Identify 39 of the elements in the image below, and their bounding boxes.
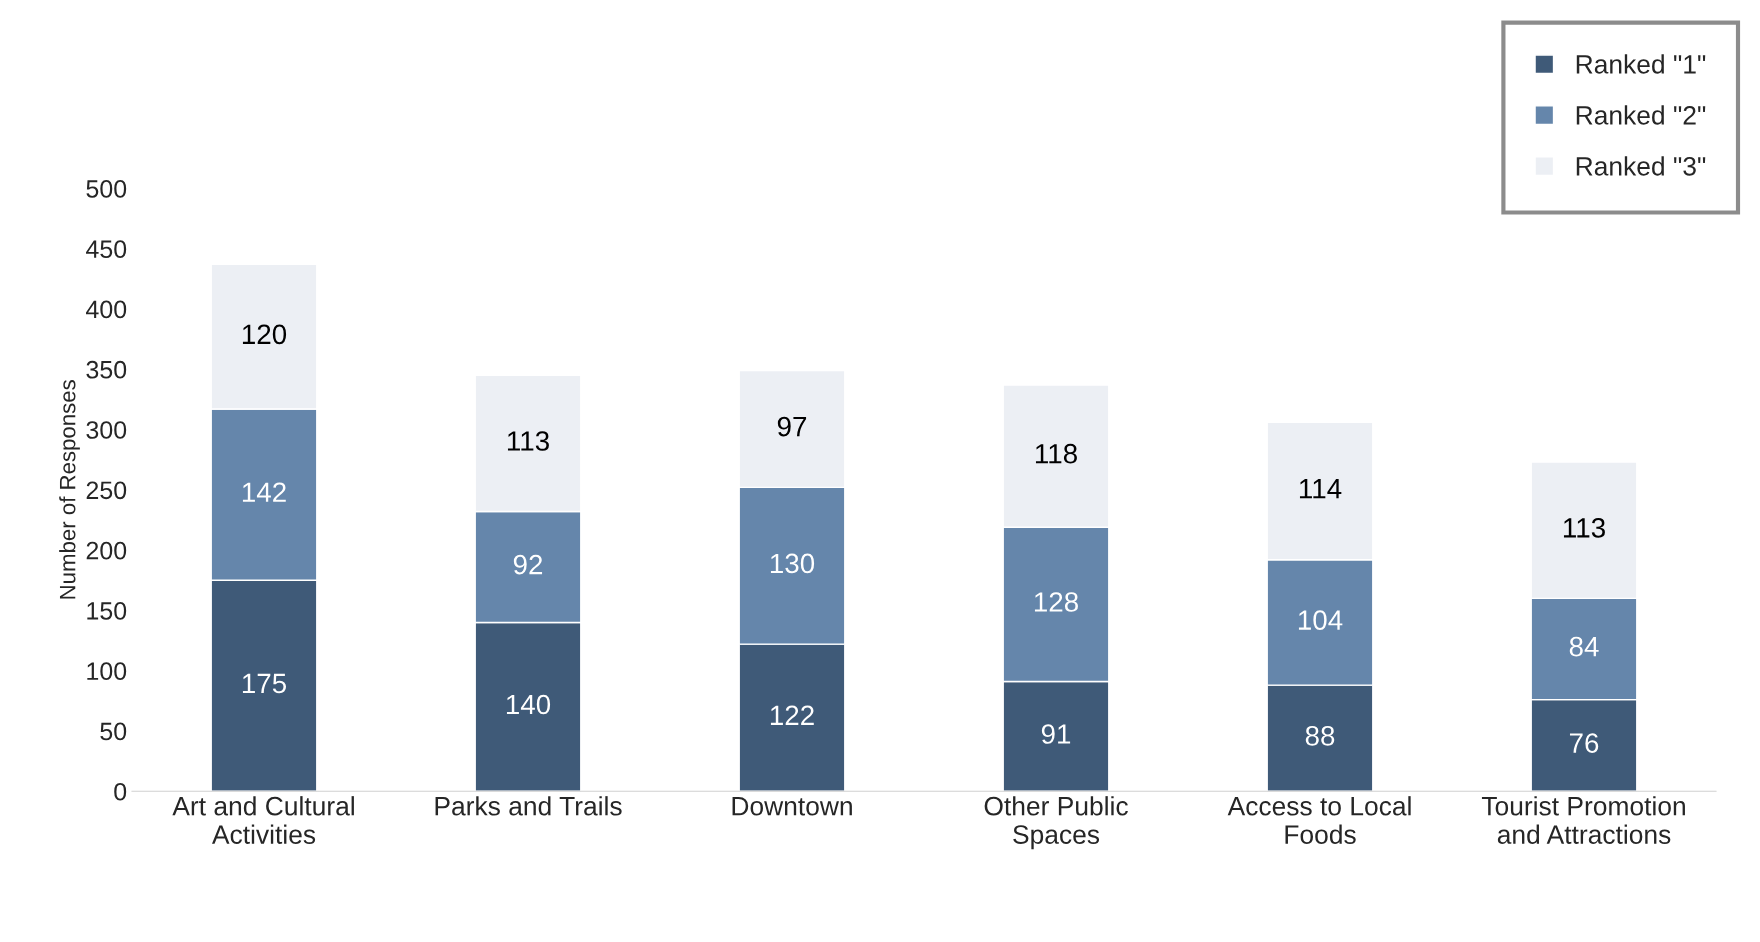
y-tick-label: 450 bbox=[86, 240, 127, 258]
y-tick-label: 0 bbox=[114, 782, 127, 801]
legend-label: Ranked "3" bbox=[1576, 156, 1706, 176]
y-tick-label: 400 bbox=[86, 300, 127, 319]
data-label: 91 bbox=[1041, 724, 1071, 744]
legend-label: Ranked "1" bbox=[1576, 54, 1706, 74]
x-tick-label: Other Public Spaces bbox=[984, 796, 1128, 850]
x-tick-label: Tourist Promotion and Attractions bbox=[1481, 796, 1685, 844]
x-tick-label: Access to Local Foods bbox=[1227, 796, 1411, 844]
y-tick-label: 150 bbox=[87, 602, 127, 620]
data-label: 118 bbox=[1035, 443, 1077, 464]
y-axis-title: Number of Responses bbox=[59, 380, 80, 599]
y-tick-label: 300 bbox=[86, 421, 127, 439]
y-tick-label: 50 bbox=[100, 722, 127, 741]
data-label: 120 bbox=[242, 324, 287, 345]
data-label: 140 bbox=[506, 694, 551, 715]
x-tick-label: Downtown bbox=[732, 797, 852, 816]
data-label: 128 bbox=[1034, 592, 1078, 612]
data-label: 88 bbox=[1305, 726, 1335, 746]
y-tick-label: 500 bbox=[86, 180, 127, 198]
x-tick-label: Art and Cultural Activities bbox=[172, 796, 354, 844]
legend-label: Ranked "2" bbox=[1576, 105, 1706, 125]
data-label: 142 bbox=[242, 482, 286, 502]
data-label: 175 bbox=[242, 673, 287, 694]
y-tick-label: 250 bbox=[86, 481, 127, 500]
data-label: 114 bbox=[1299, 479, 1342, 499]
y-tick-label: 200 bbox=[86, 541, 127, 560]
x-tick-label: Parks and Trails bbox=[435, 796, 622, 816]
data-label: 104 bbox=[1298, 610, 1343, 630]
data-label: 113 bbox=[507, 431, 549, 451]
data-label: 97 bbox=[777, 416, 807, 437]
y-tick-label: 100 bbox=[87, 662, 127, 681]
data-label: 130 bbox=[770, 553, 815, 574]
data-label: 92 bbox=[513, 554, 543, 575]
data-label: 113 bbox=[1563, 518, 1605, 538]
data-label: 76 bbox=[1569, 733, 1599, 753]
y-tick-label: 350 bbox=[86, 360, 127, 379]
data-label: 84 bbox=[1569, 636, 1599, 657]
data-label: 122 bbox=[770, 705, 814, 725]
